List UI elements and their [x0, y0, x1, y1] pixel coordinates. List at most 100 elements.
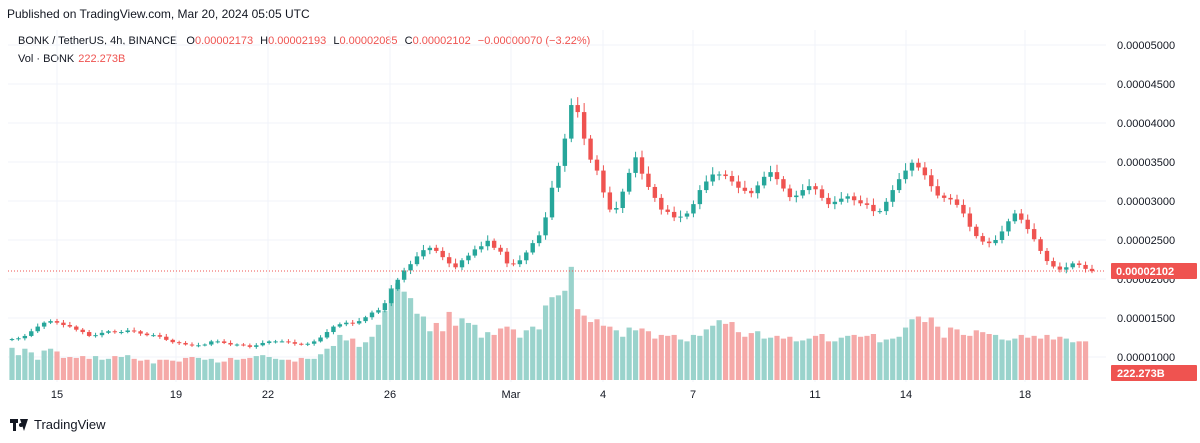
volume-bar: [517, 337, 523, 380]
volume-bar: [729, 322, 735, 380]
volume-bar: [632, 330, 639, 380]
volume-bar: [375, 324, 382, 380]
candle-body: [157, 335, 163, 337]
volume-bar: [594, 319, 600, 380]
candle-body: [22, 335, 28, 339]
volume-bar: [838, 337, 844, 380]
volume-bar: [395, 283, 401, 380]
volume-bar: [99, 359, 105, 380]
candle-body: [16, 338, 21, 340]
volume-bar: [350, 338, 356, 380]
volume-label[interactable]: Vol · BONK: [18, 53, 75, 65]
candle-body: [209, 341, 214, 345]
high-value: 0.00002193: [268, 35, 327, 47]
candle-body: [376, 310, 381, 313]
footer-brand[interactable]: TradingView: [34, 417, 106, 432]
candle-body: [543, 217, 548, 236]
volume-bar: [182, 357, 189, 380]
candle-body: [99, 332, 105, 336]
candle-body: [183, 342, 188, 345]
candle-body: [922, 167, 928, 176]
volume-bar: [305, 358, 311, 380]
candle-body: [331, 326, 336, 333]
candle-body: [299, 343, 304, 345]
volume-bar: [1063, 338, 1069, 380]
candle-body: [524, 252, 529, 261]
candle-body: [395, 279, 400, 290]
candle-body: [800, 190, 805, 196]
volume-bar: [125, 355, 131, 380]
candle-body: [1070, 263, 1075, 268]
candle-body: [472, 249, 478, 256]
candle-body: [221, 341, 227, 343]
volume-bar: [575, 309, 581, 380]
candle-body: [884, 201, 889, 212]
volume-bar: [195, 357, 202, 380]
volume-bar: [767, 337, 774, 380]
open-label: O: [186, 35, 195, 47]
volume-bar: [999, 339, 1005, 380]
volume-bar: [137, 360, 144, 380]
symbol-label[interactable]: BONK / TetherUS, 4h, BINANCE: [18, 35, 178, 47]
volume-bar: [1057, 336, 1063, 380]
candle-body: [575, 105, 580, 113]
close-value: 0.00002102: [412, 35, 471, 47]
x-tick-label: Mar: [502, 389, 521, 401]
volume-bar: [22, 348, 28, 380]
candle-body: [967, 213, 973, 227]
volume-bar: [163, 359, 169, 380]
volume-bar: [877, 342, 883, 380]
volume-bar: [440, 331, 446, 380]
candle-body: [594, 159, 600, 171]
candle-body: [80, 329, 85, 333]
candle-body: [434, 247, 439, 251]
candle-body: [389, 289, 394, 304]
candle-body: [903, 170, 908, 180]
candle-body: [369, 312, 375, 318]
ohlc-legend: BONK / TetherUS, 4h, BINANCE O0.00002173…: [18, 35, 594, 47]
candle-body: [794, 195, 799, 198]
volume-bar: [330, 345, 337, 380]
candle-body: [48, 321, 53, 323]
candle-body: [119, 332, 124, 334]
last-volume-badge: [1111, 365, 1197, 381]
volume-bar: [607, 326, 613, 380]
candlesticks: [9, 97, 1095, 349]
volume-bar: [626, 327, 632, 380]
volume-bar: [465, 322, 472, 380]
volume-bar: [240, 358, 247, 380]
volume-bar: [600, 325, 607, 380]
time-axis: 15 19 22 26 Mar 4 7 11 14 18: [51, 389, 1031, 401]
volume-bars: [9, 266, 1089, 380]
candle-body: [954, 199, 960, 205]
candle-body: [344, 322, 349, 325]
candle-body: [498, 247, 503, 252]
candle-body: [9, 339, 15, 341]
volume-bar: [1005, 340, 1012, 380]
volume-bar: [896, 336, 902, 380]
candle-body: [446, 257, 452, 264]
candle-body: [408, 264, 413, 271]
candle-body: [466, 255, 471, 261]
volume-bar: [170, 360, 176, 380]
volume-bar: [298, 357, 304, 380]
volume-bar: [427, 331, 433, 380]
candle-body: [581, 112, 587, 139]
volume-bar: [266, 357, 272, 380]
volume-bar: [761, 338, 767, 380]
price-axis: 0.00005000 0.00004500 0.00004000 0.00003500…: [1111, 40, 1197, 381]
volume-bar: [716, 320, 722, 380]
candle-body: [86, 332, 92, 336]
tradingview-logo-icon[interactable]: [10, 418, 28, 431]
volume-bar: [227, 357, 234, 380]
volume-bar: [665, 335, 671, 380]
candle-body: [601, 170, 606, 193]
candle-body: [851, 196, 857, 201]
candle-body: [986, 241, 992, 244]
volume-bar: [118, 357, 124, 380]
volume-bar: [9, 347, 15, 380]
candle-body: [318, 337, 323, 342]
volume-bar: [935, 326, 941, 380]
volume-bar: [317, 354, 324, 380]
